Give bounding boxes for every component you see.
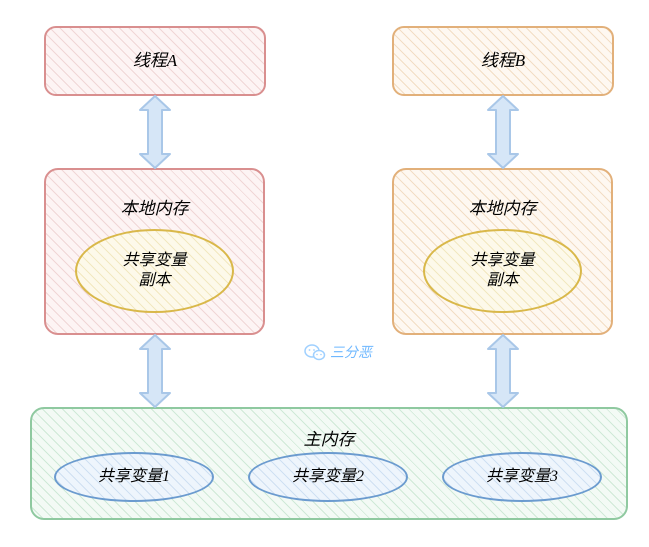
node-shared3: 共享变量3 bbox=[442, 452, 602, 502]
node-threadA-label: 线程A bbox=[133, 50, 177, 71]
node-shared1: 共享变量1 bbox=[54, 452, 214, 502]
watermark: 三分恶 bbox=[304, 342, 372, 362]
arrow-2 bbox=[140, 335, 170, 407]
arrow-0 bbox=[140, 96, 170, 168]
node-threadB: 线程B bbox=[392, 26, 614, 96]
node-localA-label: 本地内存 bbox=[121, 198, 189, 219]
arrow-3 bbox=[488, 335, 518, 407]
node-copyB: 共享变量 副本 bbox=[423, 229, 582, 313]
node-threadA: 线程A bbox=[44, 26, 266, 96]
wechat-icon bbox=[304, 343, 326, 361]
node-shared2: 共享变量2 bbox=[248, 452, 408, 502]
node-main-label: 主内存 bbox=[304, 429, 355, 450]
node-copyA-label: 共享变量 副本 bbox=[122, 251, 186, 291]
watermark-text: 三分恶 bbox=[330, 342, 372, 362]
node-threadB-label: 线程B bbox=[481, 50, 525, 71]
node-shared2-label: 共享变量2 bbox=[292, 467, 364, 487]
node-copyB-label: 共享变量 副本 bbox=[470, 251, 534, 291]
node-shared3-label: 共享变量3 bbox=[486, 467, 558, 487]
arrow-1 bbox=[488, 96, 518, 168]
node-copyA: 共享变量 副本 bbox=[75, 229, 234, 313]
diagram-canvas: 主内存 本地内存 本地内存共享变量 副本 共享变量 副本共享变量1 共享变量2 共享变量3… bbox=[0, 0, 649, 547]
node-shared1-label: 共享变量1 bbox=[98, 467, 170, 487]
node-localB-label: 本地内存 bbox=[469, 198, 537, 219]
